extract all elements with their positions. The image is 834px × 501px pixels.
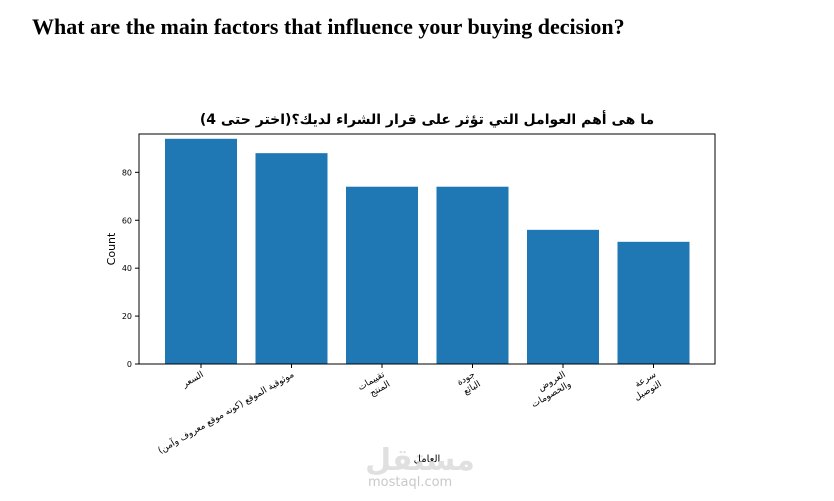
- y-tick-label: 80: [122, 168, 132, 177]
- x-tick-label: تقييماتالمنتج: [356, 370, 392, 403]
- x-tick-label: السعر: [180, 370, 205, 390]
- x-tick-label: سرعةالتوصيل: [627, 370, 663, 403]
- page-heading: What are the main factors that influence…: [32, 14, 625, 39]
- x-tick-label: العروضوالخصومات: [524, 370, 573, 410]
- bar: [165, 138, 237, 364]
- y-tick-label: 40: [122, 264, 132, 273]
- bar: [527, 229, 599, 364]
- watermark-brand: مستقل: [365, 443, 475, 476]
- y-tick-label: 20: [122, 312, 132, 321]
- x-axis-label: العامل: [414, 454, 441, 465]
- x-tick-label: جودةالبائع: [456, 370, 483, 398]
- bar: [255, 153, 328, 364]
- watermark-site: mostaql.com: [368, 475, 453, 490]
- y-axis-label: Count: [105, 232, 118, 265]
- chart-title: ما هى أهم العوامل التي تؤثر على قرار الش…: [200, 110, 654, 128]
- mostaql-logo: مستقل: [365, 443, 475, 476]
- plot-frame: [138, 133, 716, 365]
- x-tick-label: موثوقية الموقع (كونه موقع معروف وآمن): [156, 368, 297, 456]
- bar: [617, 241, 690, 364]
- y-tick-label: 60: [122, 216, 132, 225]
- bar: [436, 186, 509, 364]
- bar: [346, 186, 418, 364]
- y-tick-label: 0: [127, 360, 132, 369]
